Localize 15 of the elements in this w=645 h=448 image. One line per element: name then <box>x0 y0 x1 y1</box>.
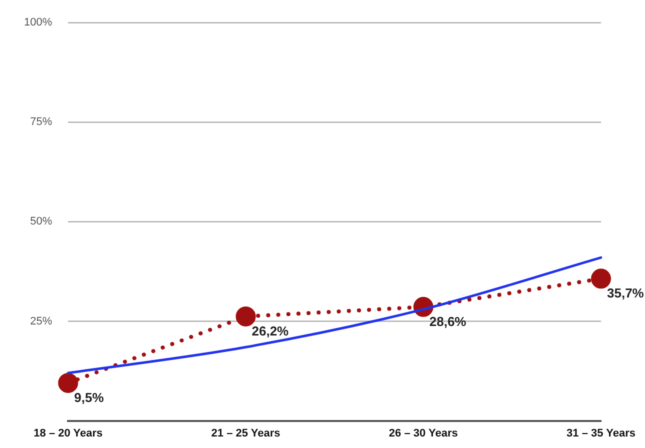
point <box>591 268 611 289</box>
data-label: 35,7% <box>607 286 644 301</box>
data-label: 9,5% <box>74 390 104 406</box>
x-tick-label: 18 – 20 Years <box>34 427 103 440</box>
point <box>58 372 78 393</box>
x-tick-label: 21 – 25 Years <box>211 427 280 440</box>
y-tick-label: 75% <box>30 116 52 128</box>
x-tick-label: 26 – 30 Years <box>388 427 458 440</box>
y-tick-label: 50% <box>30 216 52 228</box>
point <box>236 306 256 326</box>
y-tick-label: 25% <box>30 315 52 328</box>
x-tick-label: 31 – 35 Years <box>566 427 636 440</box>
data-label: 28,6% <box>429 314 467 329</box>
data-label: 26,2% <box>252 324 290 339</box>
y-tick-label: 100% <box>24 16 52 29</box>
